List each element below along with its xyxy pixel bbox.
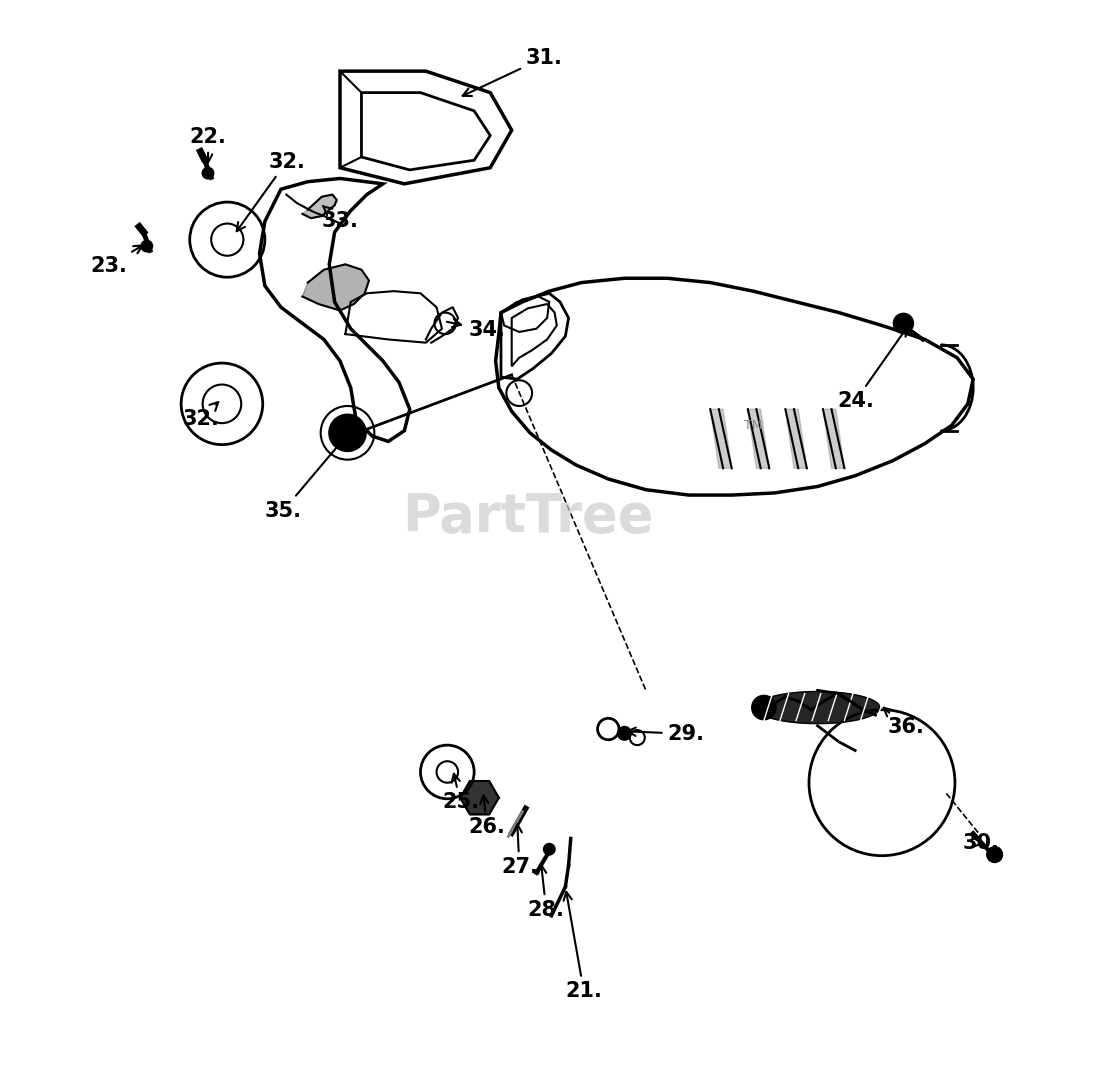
Text: 21.: 21. xyxy=(563,892,603,1002)
Polygon shape xyxy=(302,195,337,218)
Text: 31.: 31. xyxy=(463,47,562,96)
Circle shape xyxy=(328,413,367,452)
Polygon shape xyxy=(302,265,368,311)
Text: 24.: 24. xyxy=(837,327,907,411)
Text: 29.: 29. xyxy=(627,724,704,744)
Text: 30.: 30. xyxy=(962,833,999,853)
Text: 25.: 25. xyxy=(442,774,479,812)
Text: 35.: 35. xyxy=(264,435,347,521)
Circle shape xyxy=(752,695,777,721)
Text: 33.: 33. xyxy=(321,206,358,230)
Text: PartTree: PartTree xyxy=(402,491,654,542)
Text: 32.: 32. xyxy=(236,152,305,231)
Polygon shape xyxy=(755,692,880,724)
Circle shape xyxy=(893,313,914,334)
Text: 28.: 28. xyxy=(528,865,564,920)
Circle shape xyxy=(543,843,556,855)
Circle shape xyxy=(617,726,632,741)
Text: 27.: 27. xyxy=(501,824,538,877)
Polygon shape xyxy=(710,409,731,468)
Circle shape xyxy=(202,167,214,180)
Polygon shape xyxy=(460,781,498,815)
Text: 23.: 23. xyxy=(90,245,142,275)
Circle shape xyxy=(140,240,153,253)
Polygon shape xyxy=(823,409,844,468)
Circle shape xyxy=(986,846,1004,863)
Text: 36.: 36. xyxy=(884,708,924,737)
Text: TM: TM xyxy=(744,419,763,431)
Polygon shape xyxy=(785,409,806,468)
Polygon shape xyxy=(748,409,769,468)
Text: 26.: 26. xyxy=(469,795,505,837)
Text: 22.: 22. xyxy=(189,127,226,162)
Text: 34.: 34. xyxy=(447,318,505,340)
Text: 32.: 32. xyxy=(183,402,220,429)
